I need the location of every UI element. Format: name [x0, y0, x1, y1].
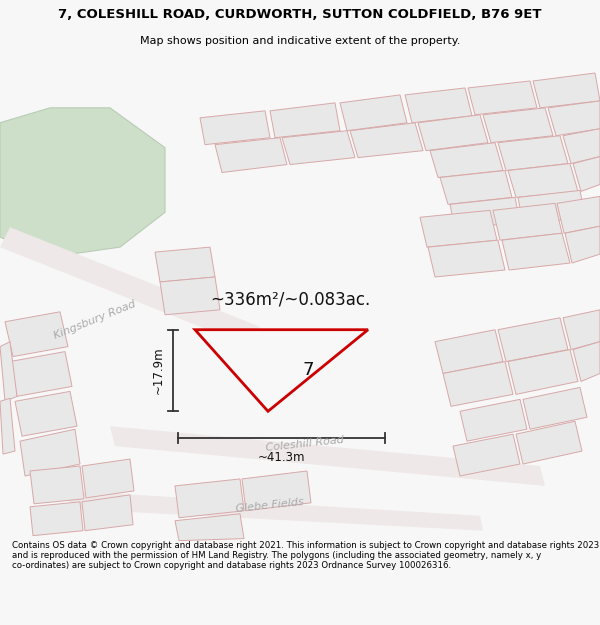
Polygon shape: [15, 391, 77, 436]
Text: Kingsbury Road: Kingsbury Road: [53, 299, 137, 341]
Polygon shape: [350, 122, 423, 158]
Polygon shape: [405, 88, 472, 122]
Polygon shape: [557, 196, 600, 233]
Polygon shape: [493, 203, 562, 240]
Polygon shape: [82, 459, 134, 498]
Text: ~336m²/~0.083ac.: ~336m²/~0.083ac.: [210, 291, 370, 309]
Polygon shape: [195, 330, 368, 411]
Text: Coleshill Road: Coleshill Road: [265, 435, 344, 453]
Polygon shape: [270, 103, 340, 138]
Polygon shape: [215, 138, 287, 172]
Polygon shape: [563, 310, 600, 349]
Polygon shape: [508, 164, 578, 198]
Polygon shape: [483, 108, 553, 142]
Polygon shape: [460, 399, 527, 441]
Polygon shape: [30, 502, 83, 536]
Polygon shape: [498, 136, 568, 171]
Polygon shape: [0, 108, 165, 257]
Polygon shape: [175, 479, 244, 518]
Polygon shape: [428, 240, 505, 277]
Polygon shape: [435, 330, 503, 374]
Text: 7: 7: [302, 361, 314, 379]
Polygon shape: [443, 361, 513, 406]
Text: 7, COLESHILL ROAD, CURDWORTH, SUTTON COLDFIELD, B76 9ET: 7, COLESHILL ROAD, CURDWORTH, SUTTON COL…: [58, 8, 542, 21]
Polygon shape: [0, 342, 17, 401]
Polygon shape: [68, 491, 483, 531]
Polygon shape: [450, 198, 520, 229]
Polygon shape: [498, 318, 568, 361]
Polygon shape: [200, 111, 270, 144]
Polygon shape: [430, 142, 503, 177]
Polygon shape: [502, 233, 570, 270]
Polygon shape: [420, 211, 497, 247]
Polygon shape: [282, 131, 355, 164]
Polygon shape: [468, 81, 537, 115]
Polygon shape: [20, 429, 80, 476]
Polygon shape: [340, 95, 407, 131]
Polygon shape: [573, 342, 600, 381]
Text: Glebe Fields: Glebe Fields: [235, 498, 305, 514]
Polygon shape: [518, 191, 585, 224]
Polygon shape: [30, 466, 84, 504]
Polygon shape: [5, 312, 68, 357]
Text: ~17.9m: ~17.9m: [152, 347, 165, 394]
Polygon shape: [0, 228, 260, 347]
Polygon shape: [533, 73, 600, 108]
Polygon shape: [82, 495, 133, 531]
Polygon shape: [10, 352, 72, 396]
Polygon shape: [516, 421, 582, 464]
Polygon shape: [440, 171, 512, 204]
Polygon shape: [0, 398, 15, 454]
Polygon shape: [453, 434, 520, 476]
Polygon shape: [155, 247, 215, 282]
Polygon shape: [508, 349, 578, 394]
Polygon shape: [160, 277, 220, 315]
Polygon shape: [548, 101, 600, 136]
Polygon shape: [418, 115, 488, 151]
Text: Contains OS data © Crown copyright and database right 2021. This information is : Contains OS data © Crown copyright and d…: [12, 541, 599, 571]
Polygon shape: [565, 226, 600, 263]
Polygon shape: [175, 514, 244, 541]
Polygon shape: [523, 388, 587, 429]
Text: ~41.3m: ~41.3m: [258, 451, 305, 464]
Text: Map shows position and indicative extent of the property.: Map shows position and indicative extent…: [140, 36, 460, 46]
Polygon shape: [242, 471, 311, 511]
Polygon shape: [573, 157, 600, 191]
Polygon shape: [563, 129, 600, 164]
Polygon shape: [110, 426, 545, 486]
